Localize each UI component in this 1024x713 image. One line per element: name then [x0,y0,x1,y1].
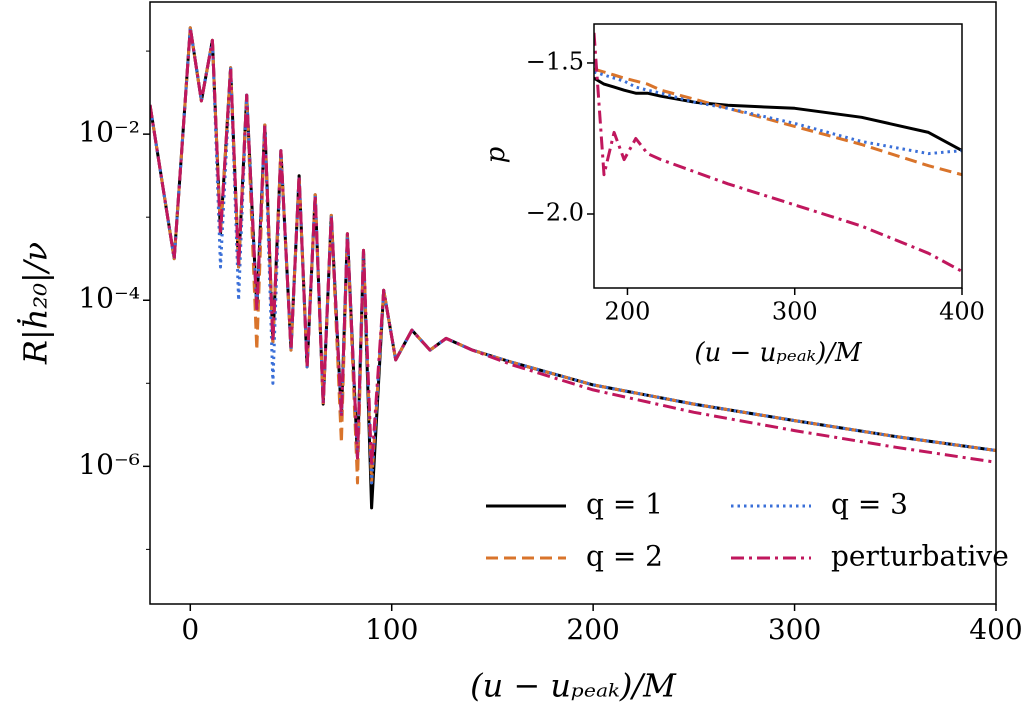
legend-label: q = 3 [831,488,908,521]
series-line [594,76,962,152]
y-axis-label: p [481,146,511,163]
x-tick-label: 300 [772,297,818,325]
x-tick-label: 0 [181,613,199,646]
axes: 200 300 400 −1.5 −2.0 (u − uₚₑₐₖ)/M p [481,23,985,368]
x-tick-label: 300 [768,613,821,646]
y-tick-label: 10⁻² [78,116,140,149]
series-line [150,26,996,468]
y-axis-label: R|ḣ₂₀|/ν [17,242,55,365]
x-tick-label: 200 [566,613,619,646]
x-axis-label: (u − uₚₑₐₖ)/M [470,667,677,705]
y-tick-label: 10⁻⁴ [78,282,140,315]
legend-label: q = 1 [586,488,663,521]
series-line [594,70,962,156]
plot-area [594,32,962,273]
y-tick-label: 10⁻⁶ [78,448,140,481]
series-line [594,67,962,177]
x-tick-label: 100 [365,613,418,646]
legend: q = 1 q = 2 q = 3 perturbative [486,488,1009,573]
axes-frame [593,23,963,289]
axes-frame [149,1,997,605]
y-tick-label: −2.0 [526,198,584,226]
series-line [150,26,996,485]
legend-label: perturbative [831,540,1009,573]
series-line [594,32,962,273]
x-axis-label: (u − uₚₑₐₖ)/M [694,338,863,368]
x-tick-label: 400 [939,297,985,325]
x-tick-label: 200 [605,297,651,325]
x-tick-label: 400 [969,613,1022,646]
y-tick-label: −1.5 [526,47,584,75]
legend-label: q = 2 [586,540,663,573]
plot-area [150,26,996,510]
